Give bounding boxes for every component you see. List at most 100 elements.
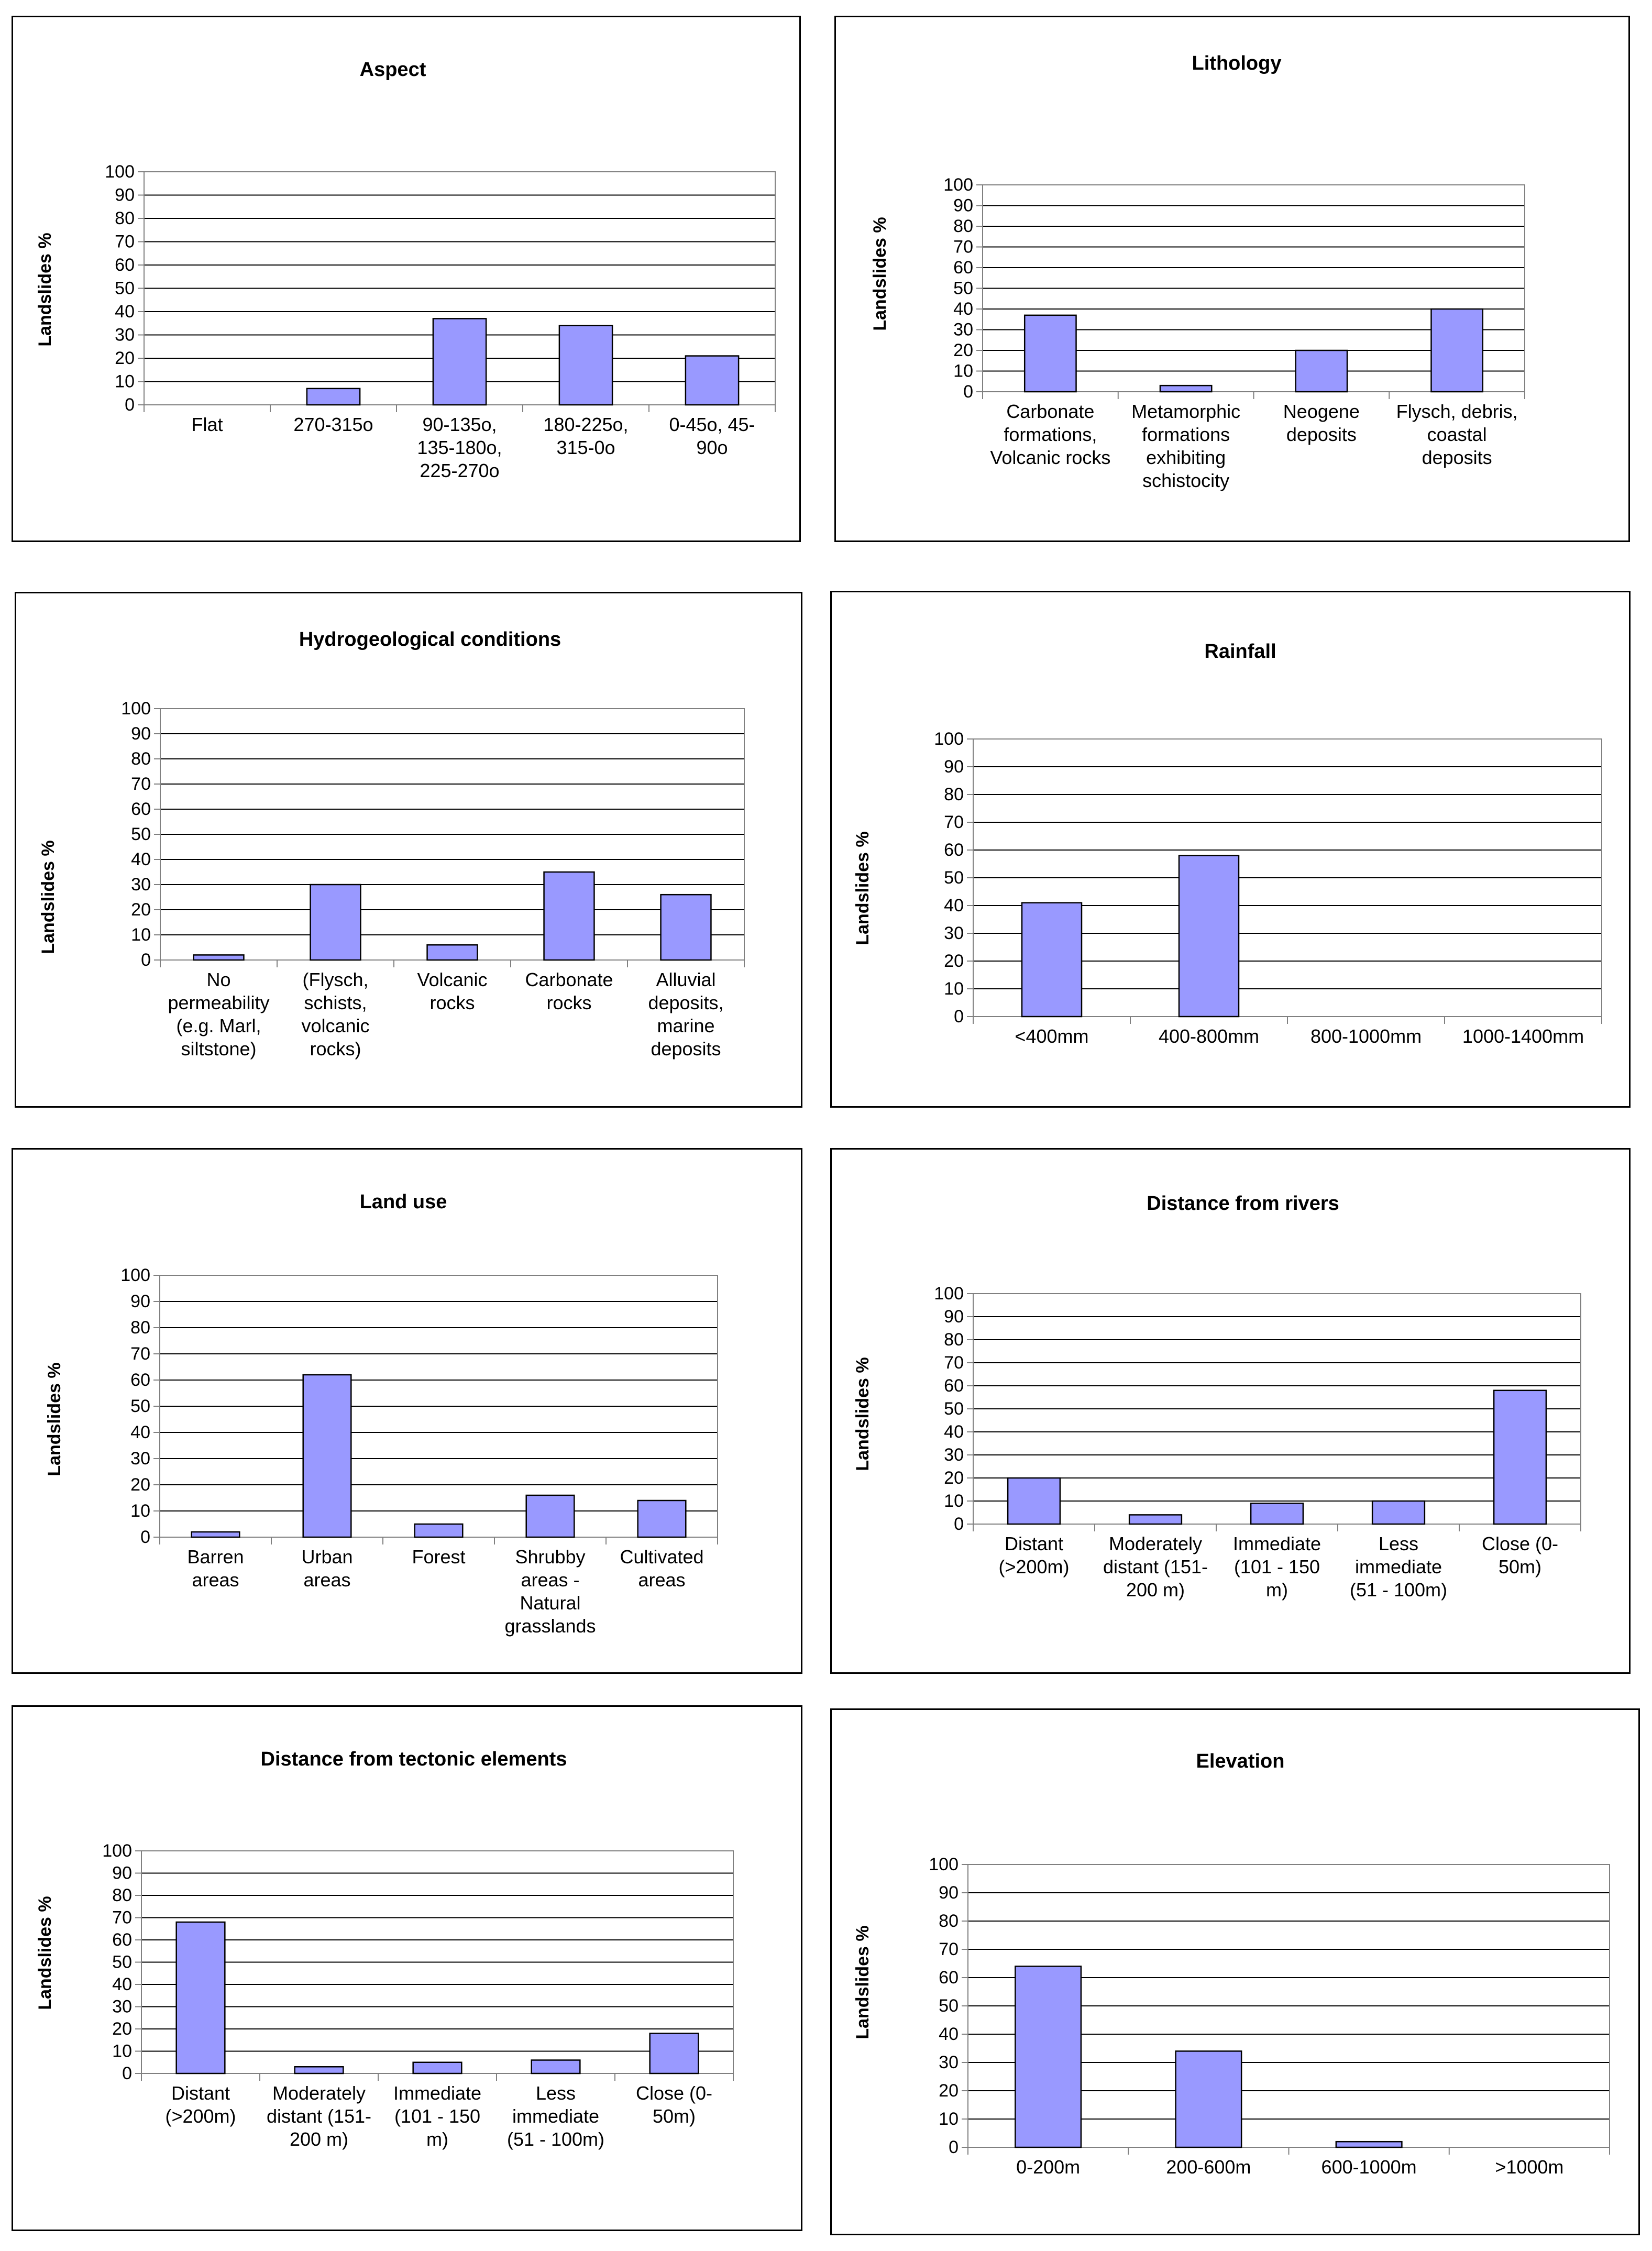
category-label: Close (0-50m) (636, 2082, 712, 2127)
y-tick-label: 40 (115, 302, 135, 322)
bar (1295, 349, 1348, 393)
bar (660, 893, 712, 961)
category-label: 200-600m (1166, 2156, 1251, 2178)
y-tick-label: 30 (131, 875, 151, 895)
bar (543, 871, 595, 961)
bar (306, 388, 361, 406)
bar (302, 1374, 352, 1538)
y-tick-label: 60 (131, 799, 151, 819)
bar (1023, 314, 1077, 393)
y-tick-label: 70 (131, 774, 151, 794)
bar (685, 355, 740, 406)
y-axis-label: Landslides % (853, 831, 873, 945)
y-tick-label: 70 (944, 812, 964, 832)
y-tick-label: 30 (944, 923, 964, 943)
bar (1007, 1477, 1061, 1525)
y-tick-label: 70 (939, 1939, 959, 1959)
y-tick-label: 0 (954, 1514, 964, 1534)
y-tick-label: 80 (115, 208, 135, 228)
chart-panel-land-use: Land use Landslides % 0 10 20 30 40 50 60 70 80 90 1… (12, 1148, 802, 1674)
y-tick-label: 90 (130, 1292, 150, 1311)
y-tick-label: 100 (102, 1841, 132, 1861)
chart-title: Rainfall (1204, 641, 1276, 663)
chart-land-use: Land use Landslides % 0 10 20 30 40 50 60 70 80 90 1… (45, 1191, 718, 1637)
y-axis-label: Landslides % (45, 1362, 64, 1476)
chart-title: Elevation (1196, 1750, 1285, 1772)
chart-panel-hydrogeological-conditions: Hydrogeological conditions Landslides % 0 1… (15, 592, 802, 1108)
category-label: 270-315o (293, 414, 373, 435)
category-label: Forest (412, 1546, 465, 1568)
category-label: 0-45o, 45-90o (669, 414, 755, 458)
y-tick-label: 10 (939, 2109, 959, 2129)
category-label: 600-1000m (1321, 2156, 1417, 2178)
bar (1175, 2050, 1242, 2148)
category-label: 400-800mm (1159, 1025, 1259, 1047)
bar (1371, 1500, 1426, 1525)
category-label: Flat (191, 414, 223, 435)
y-tick-label: 50 (130, 1396, 150, 1416)
chart-title: Land use (360, 1191, 447, 1213)
bar (412, 2061, 462, 2075)
y-tick-label: 50 (944, 868, 964, 888)
y-tick-label: 80 (939, 1911, 959, 1931)
chart-title: Hydrogeological conditions (299, 628, 561, 650)
bar (193, 954, 245, 961)
category-label: <400mm (1015, 1025, 1088, 1047)
bar (1178, 855, 1240, 1018)
y-tick-label: 60 (944, 1376, 964, 1396)
category-label: Flysch, debris, coastal deposits (1396, 401, 1518, 468)
y-tick-label: 70 (944, 1353, 964, 1373)
y-axis-label: Landslides % (853, 1925, 873, 2039)
y-tick-label: 60 (130, 1370, 150, 1390)
bar (558, 325, 613, 406)
chart-title: Distance from rivers (1147, 1193, 1339, 1215)
chart-panel-distance-from-rivers: Distance from rivers Landslides % 0 10 20 30 4… (830, 1148, 1631, 1674)
y-tick-label: 10 (953, 361, 973, 381)
bar (310, 884, 361, 961)
chart-title: Distance from tectonic elements (261, 1748, 567, 1770)
y-tick-label: 60 (115, 255, 135, 275)
category-label: Distant (>200m) (998, 1533, 1069, 1577)
y-tick-label: 60 (953, 258, 973, 278)
y-tick-label: 100 (934, 1284, 964, 1304)
y-tick-label: 60 (939, 1968, 959, 1988)
y-tick-label: 0 (141, 950, 151, 970)
y-tick-label: 100 (934, 729, 964, 749)
chart-aspect: Aspect Landslides % 0 10 20 30 40 50 60 70 80 90 100… (35, 59, 776, 481)
y-tick-label: 20 (115, 348, 135, 368)
y-tick-label: 0 (125, 395, 135, 415)
category-label: Volcanic rocks (417, 969, 487, 1013)
category-label: Cultivated areas (620, 1546, 703, 1591)
bar (525, 1494, 575, 1538)
bar (637, 1499, 687, 1538)
y-tick-label: 100 (929, 1855, 959, 1874)
bar (1493, 1389, 1547, 1525)
bar (1250, 1503, 1304, 1525)
y-tick-label: 20 (944, 1468, 964, 1488)
bar (1335, 2140, 1403, 2148)
y-tick-label: 0 (140, 1527, 150, 1547)
category-label: No permeability (e.g. Marl, siltstone) (168, 969, 269, 1060)
chart-panel-rainfall: Rainfall Landslides % 0 10 20 30 40 50 60 70 80 90 1… (830, 591, 1631, 1108)
category-label: Moderately distant (151-200 m) (1103, 1533, 1208, 1601)
category-label: Alluvial deposits, marine deposits (648, 969, 723, 1060)
bar (432, 318, 487, 406)
bar (1021, 902, 1083, 1018)
y-tick-label: 40 (112, 1974, 132, 1994)
y-axis-label: Landslides % (870, 217, 890, 330)
category-label: Less immediate (51 - 100m) (507, 2082, 604, 2150)
category-label: Moderately distant (151-200 m) (267, 2082, 371, 2150)
y-tick-label: 80 (944, 1330, 964, 1350)
y-tick-label: 0 (963, 382, 973, 402)
y-tick-label: 60 (944, 840, 964, 860)
category-label: Distant (>200m) (165, 2082, 236, 2127)
chart-panel-lithology: Lithology Landslides % 0 10 20 30 40 50 60 70 80 90… (834, 16, 1630, 542)
y-tick-label: 90 (944, 757, 964, 777)
category-label: Carbonate formations, Volcanic rocks (990, 401, 1110, 468)
y-tick-label: 100 (121, 699, 151, 719)
bar (426, 944, 478, 961)
category-label: 180-225o, 315-0o (543, 414, 628, 458)
y-tick-label: 50 (939, 1996, 959, 2016)
chart-rainfall: Rainfall Landslides % 0 10 20 30 40 50 60 70 80 90 1… (853, 641, 1602, 1047)
chart-panel-aspect: Aspect Landslides % 0 10 20 30 40 50 60 70 80 90 100… (12, 16, 801, 542)
